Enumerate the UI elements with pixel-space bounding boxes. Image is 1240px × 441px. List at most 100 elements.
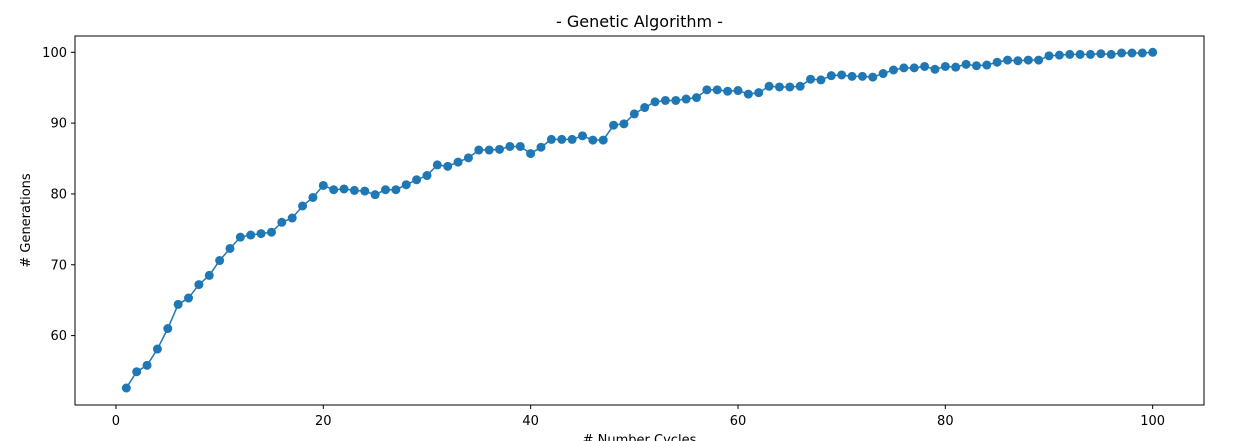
data-point <box>121 383 131 393</box>
data-point <box>277 217 287 227</box>
data-point <box>225 243 235 253</box>
data-point <box>826 71 836 81</box>
data-point <box>920 61 930 71</box>
y-tick-label: 60 <box>50 329 67 344</box>
data-point <box>619 119 629 129</box>
y-tick-label: 100 <box>42 46 67 61</box>
x-tick-label: 60 <box>730 414 747 429</box>
data-point <box>1075 49 1085 59</box>
data-point <box>609 120 619 130</box>
data-point <box>412 175 422 185</box>
data-point <box>1023 55 1033 65</box>
data-point <box>505 141 515 151</box>
data-point <box>256 229 266 239</box>
data-point <box>266 227 276 237</box>
data-point <box>1013 56 1023 66</box>
plot-frame <box>74 35 1205 406</box>
data-point <box>557 134 567 144</box>
data-point <box>349 185 359 195</box>
data-point <box>152 344 162 354</box>
data-point <box>692 93 702 103</box>
y-tick-label: 90 <box>50 117 67 132</box>
data-point <box>878 69 888 79</box>
data-point <box>671 95 681 105</box>
data-point <box>899 63 909 73</box>
data-point <box>287 213 297 223</box>
data-point <box>370 190 380 200</box>
data-point <box>837 70 847 80</box>
data-point <box>515 141 525 151</box>
data-point <box>173 299 183 309</box>
data-point <box>432 160 442 170</box>
data-point <box>930 64 940 74</box>
data-point <box>650 97 660 107</box>
data-point <box>422 171 432 181</box>
data-point <box>526 149 536 159</box>
data-point <box>816 75 826 85</box>
data-point <box>453 157 463 167</box>
data-point <box>754 88 764 98</box>
data-point <box>868 72 878 82</box>
data-point <box>785 82 795 92</box>
x-tick-label: 100 <box>1140 414 1165 429</box>
data-point <box>909 63 919 73</box>
y-tick-label: 70 <box>50 258 67 273</box>
data-point <box>1034 55 1044 65</box>
data-point <box>982 60 992 70</box>
data-point <box>743 89 753 99</box>
data-point <box>142 360 152 370</box>
data-point <box>1054 50 1064 60</box>
x-tick-label: 80 <box>937 414 954 429</box>
data-point <box>474 145 484 155</box>
x-tick-label: 0 <box>112 414 120 429</box>
data-point <box>1085 49 1095 59</box>
data-point <box>204 270 214 280</box>
y-tick-label: 80 <box>50 187 67 202</box>
data-point <box>536 142 546 152</box>
x-tick-label: 20 <box>315 414 332 429</box>
data-point <box>132 367 142 377</box>
data-point <box>246 230 256 240</box>
data-point <box>235 232 245 242</box>
data-point <box>1117 48 1127 58</box>
data-point <box>889 65 898 75</box>
data-point <box>598 135 608 145</box>
data-point <box>215 256 225 266</box>
data-point <box>577 131 587 141</box>
data-point <box>1003 55 1013 65</box>
data-point <box>961 59 971 69</box>
data-point <box>163 324 173 334</box>
x-axis-label: # Number Cycles <box>583 433 697 441</box>
y-axis-label: # Generations <box>19 173 34 268</box>
data-point <box>733 86 743 96</box>
data-point <box>339 184 349 194</box>
data-point <box>391 185 401 195</box>
ticks-layer: 0 20 40 60 80 100 60 70 80 90 100 <box>42 46 1165 429</box>
data-point <box>1137 48 1147 58</box>
data-point <box>681 94 691 104</box>
data-point <box>463 153 473 163</box>
data-point <box>329 185 339 195</box>
series-line <box>125 51 1153 389</box>
data-point <box>764 81 774 91</box>
x-tick-label: 40 <box>522 414 539 429</box>
data-point <box>546 134 556 144</box>
chart-title: - Genetic Algorithm - <box>556 12 723 31</box>
data-point <box>1044 51 1054 61</box>
data-point <box>806 74 816 84</box>
data-point <box>992 57 1002 67</box>
data-point <box>298 201 308 211</box>
data-point <box>1065 49 1075 59</box>
data-point <box>795 81 805 91</box>
data-point <box>971 61 981 71</box>
data-point <box>360 186 370 196</box>
data-point <box>184 293 194 303</box>
data-point <box>702 85 712 95</box>
data-point <box>588 135 598 145</box>
data-point <box>194 280 204 290</box>
data-point <box>640 103 650 113</box>
data-point <box>629 109 639 119</box>
data-point <box>660 95 670 105</box>
data-point <box>401 180 411 190</box>
